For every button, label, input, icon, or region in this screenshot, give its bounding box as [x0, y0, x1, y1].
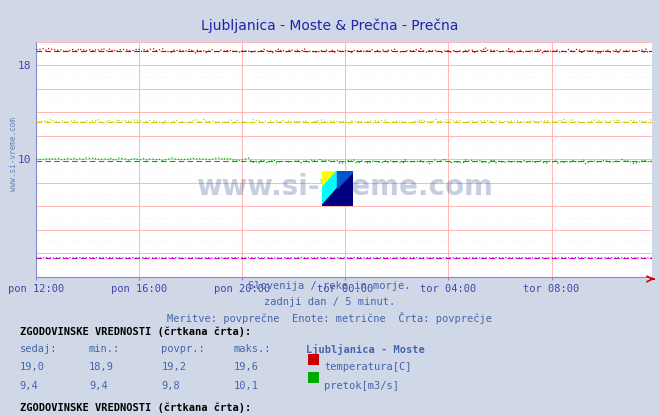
Text: Slovenija / reke in morje.: Slovenija / reke in morje. — [248, 281, 411, 291]
Text: 18,9: 18,9 — [89, 362, 114, 372]
Text: maks.:: maks.: — [234, 344, 272, 354]
Text: 9,4: 9,4 — [89, 381, 107, 391]
Text: 19,2: 19,2 — [161, 362, 186, 372]
Text: Ljubljanica - Moste & Prečna - Prečna: Ljubljanica - Moste & Prečna - Prečna — [201, 19, 458, 33]
Text: ZGODOVINSKE VREDNOSTI (črtkana črta):: ZGODOVINSKE VREDNOSTI (črtkana črta): — [20, 327, 251, 337]
Text: ZGODOVINSKE VREDNOSTI (črtkana črta):: ZGODOVINSKE VREDNOSTI (črtkana črta): — [20, 402, 251, 413]
Polygon shape — [322, 171, 337, 206]
Text: www.si-vreme.com: www.si-vreme.com — [9, 117, 18, 191]
Text: min.:: min.: — [89, 344, 120, 354]
Text: povpr.:: povpr.: — [161, 344, 205, 354]
Text: 9,4: 9,4 — [20, 381, 38, 391]
Text: sedaj:: sedaj: — [20, 344, 57, 354]
Text: zadnji dan / 5 minut.: zadnji dan / 5 minut. — [264, 297, 395, 307]
Text: 9,8: 9,8 — [161, 381, 180, 391]
Text: 19,6: 19,6 — [234, 362, 259, 372]
Text: temperatura[C]: temperatura[C] — [324, 362, 412, 372]
Polygon shape — [322, 171, 353, 206]
Polygon shape — [322, 171, 337, 188]
Text: 19,0: 19,0 — [20, 362, 45, 372]
Text: Ljubljanica - Moste: Ljubljanica - Moste — [306, 344, 425, 355]
Text: www.si-vreme.com: www.si-vreme.com — [196, 173, 493, 201]
Polygon shape — [337, 171, 353, 188]
Text: pretok[m3/s]: pretok[m3/s] — [324, 381, 399, 391]
Text: Meritve: povprečne  Enote: metrične  Črta: povprečje: Meritve: povprečne Enote: metrične Črta:… — [167, 312, 492, 324]
Text: 10,1: 10,1 — [234, 381, 259, 391]
